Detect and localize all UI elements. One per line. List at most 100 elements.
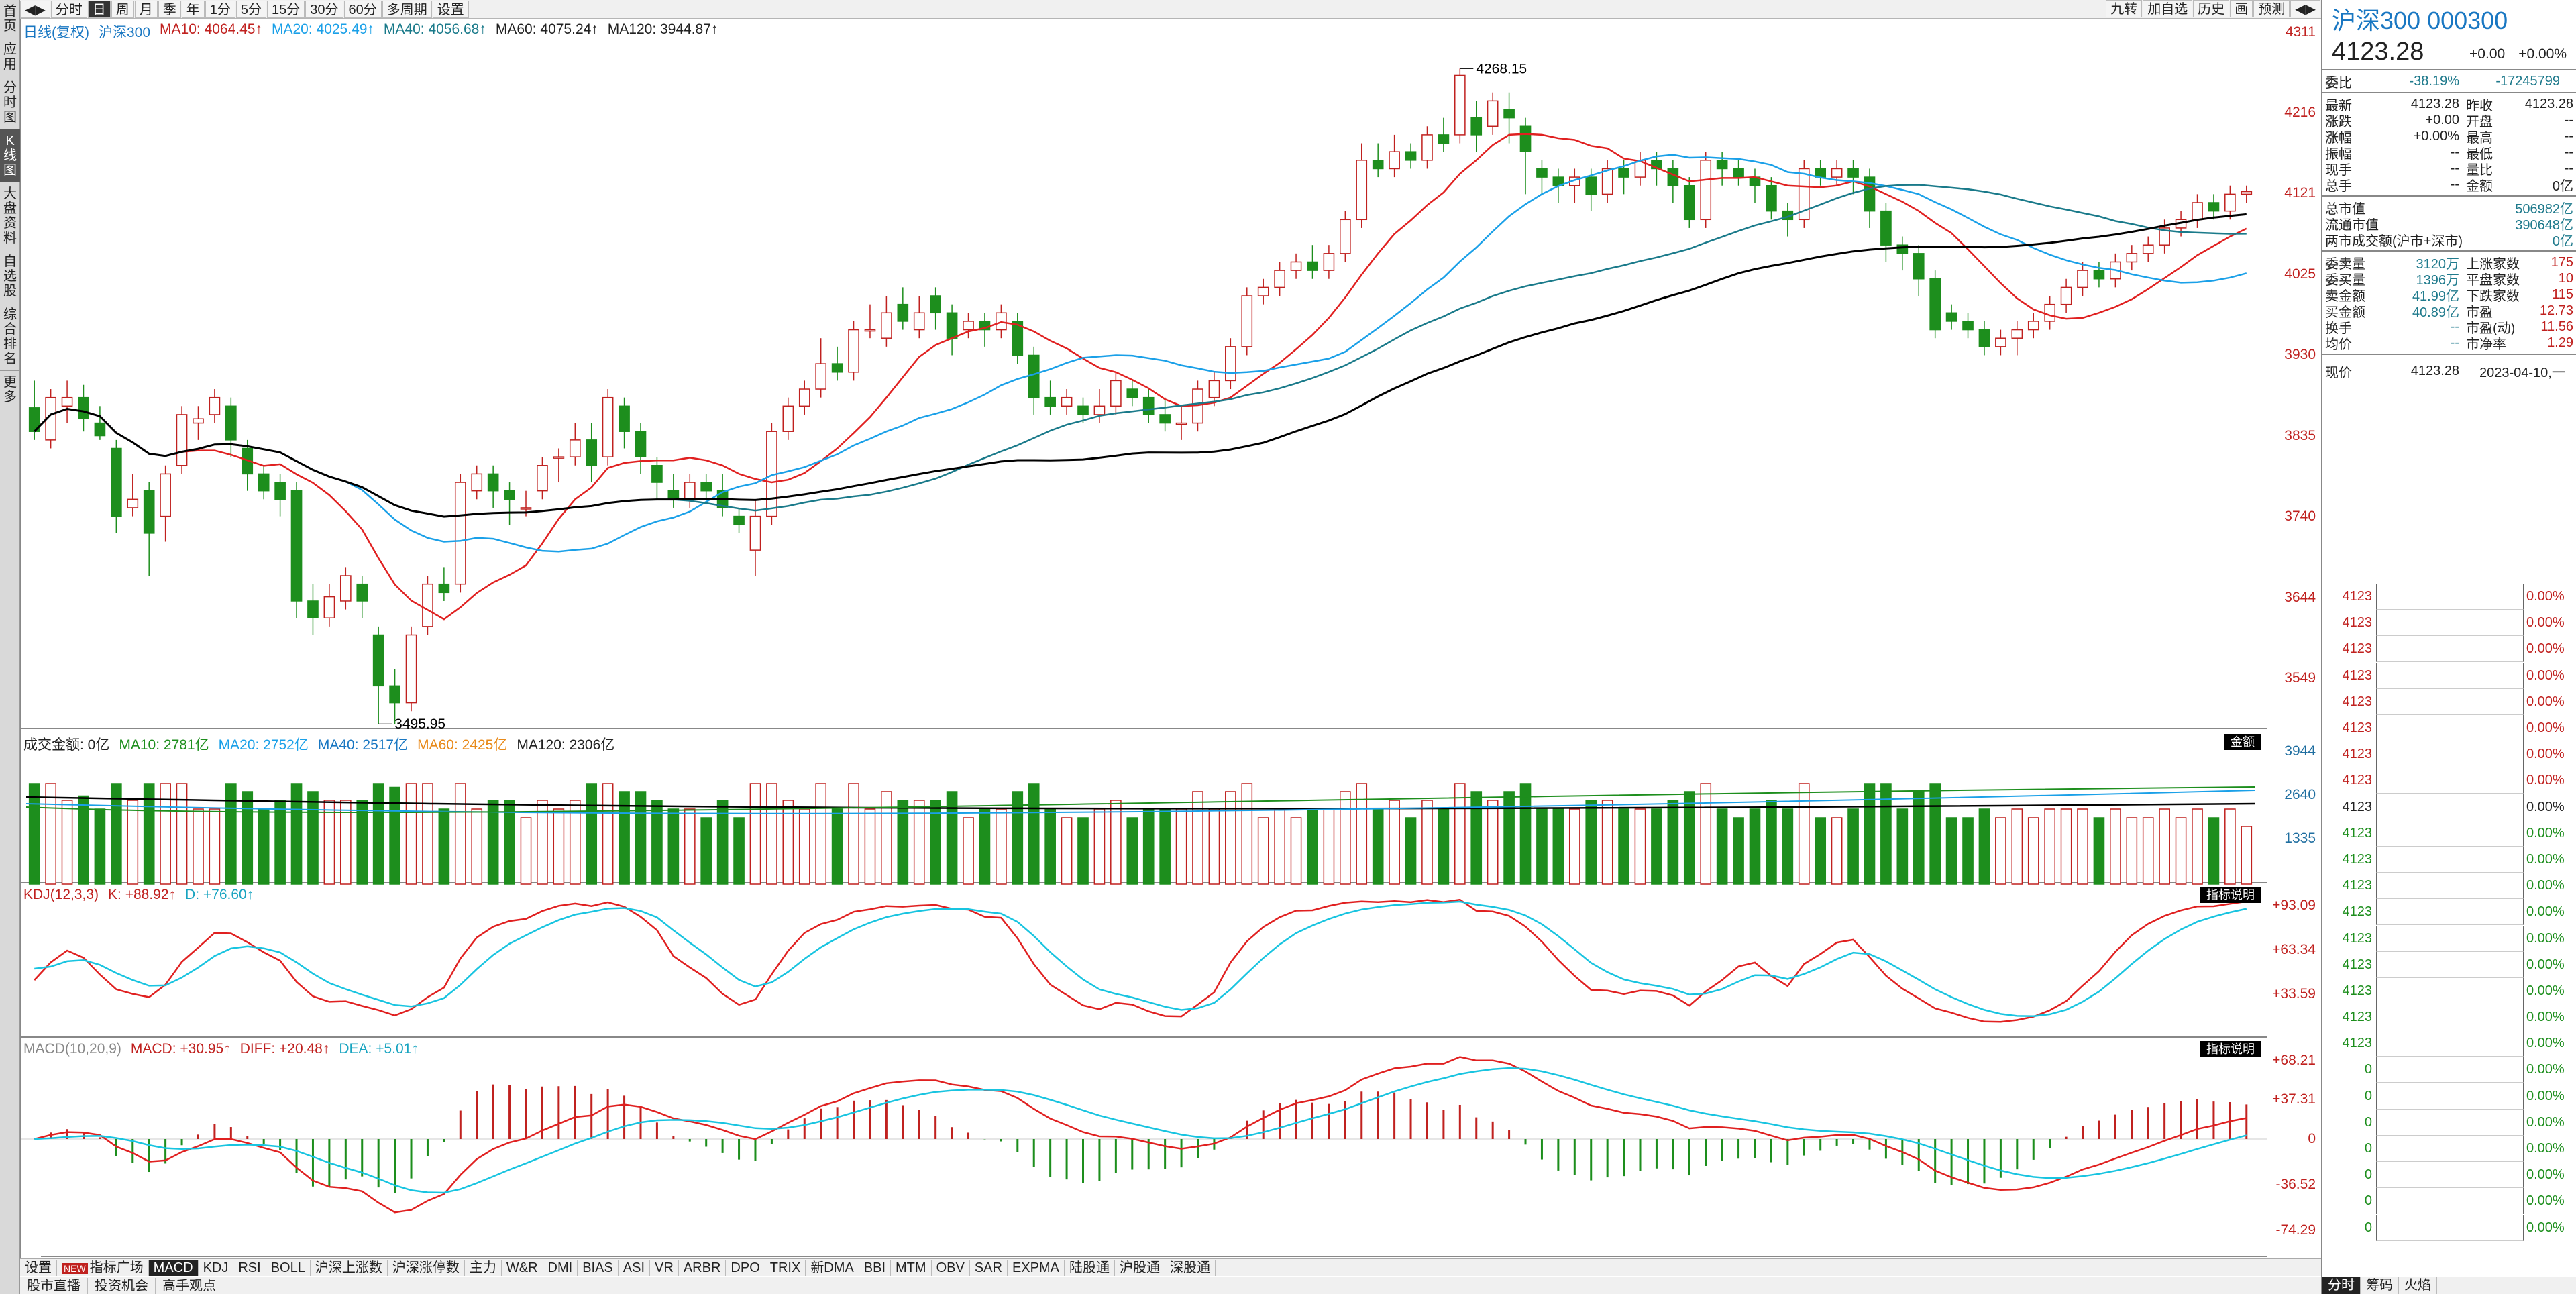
indicator-tab[interactable]: 沪深涨停数 — [388, 1259, 465, 1276]
order-row: 4123 0.00% — [2329, 925, 2571, 952]
order-row: 4123 0.00% — [2329, 662, 2571, 689]
indicator-tab[interactable]: VR — [650, 1259, 679, 1276]
indicator-tab[interactable]: MACD — [148, 1259, 199, 1276]
indicator-tab[interactable]: OBV — [932, 1259, 970, 1276]
btn-predict[interactable]: 预测 — [2253, 0, 2290, 17]
volume-bar — [1815, 817, 1827, 885]
indicator-tab[interactable]: TRIX — [765, 1259, 806, 1276]
sidebar-tab-apps[interactable]: 应用 — [0, 38, 20, 76]
indicator-tab[interactable]: SAR — [970, 1259, 1008, 1276]
indicator-tab[interactable]: KDJ — [199, 1259, 234, 1276]
sidebar-tab-more[interactable]: 更多 — [0, 371, 20, 409]
kdj-badge[interactable]: 指标说明 — [2200, 887, 2261, 903]
indicator-tab[interactable]: BOLL — [266, 1259, 311, 1276]
volume-bar — [2044, 808, 2055, 885]
tab-week[interactable]: 周 — [111, 0, 134, 18]
sidebar-tab-timeshare[interactable]: 分时图 — [0, 76, 20, 129]
vol-ma20: MA20: 2752亿 — [218, 737, 309, 753]
candle — [619, 405, 630, 432]
volume-bar — [897, 800, 909, 885]
volume-bar — [1012, 791, 1024, 885]
volume-bar — [2126, 817, 2138, 885]
indicator-tab[interactable]: 沪股通 — [1115, 1259, 1165, 1276]
indicator-tab-label: 陆股通 — [1069, 1260, 1110, 1275]
macd-badge[interactable]: 指标说明 — [2200, 1041, 2261, 1057]
indicator-tab[interactable]: RSI — [233, 1259, 266, 1276]
quote-value: +0.00% — [2413, 128, 2459, 144]
vol-ma40: MA40: 2517亿 — [317, 737, 409, 753]
tab-live[interactable]: 股市直播 — [20, 1277, 88, 1294]
candle — [1945, 312, 1957, 322]
tab-fenshi[interactable]: 分时 — [50, 0, 87, 18]
tab-day[interactable]: 日 — [87, 0, 111, 18]
tab-quarter[interactable]: 季 — [158, 0, 181, 18]
tab-1min[interactable]: 1分 — [205, 0, 235, 18]
indicator-tab[interactable]: 深股通 — [1165, 1259, 1216, 1276]
indicator-tab[interactable]: 主力 — [465, 1259, 502, 1276]
tab-opportunity[interactable]: 投资机会 — [88, 1277, 156, 1294]
vol-ma10-line — [25, 786, 2255, 814]
sidebar-tab-kline[interactable]: K线图 — [0, 129, 20, 182]
indicator-tab[interactable]: 陆股通 — [1065, 1259, 1115, 1276]
order-row: 4123 0.00% — [2329, 1004, 2571, 1031]
candle — [405, 634, 417, 704]
sidebar-tab-market-info[interactable]: 大盘资料 — [0, 182, 20, 250]
candle — [635, 431, 647, 457]
indicator-tab[interactable]: BIAS — [578, 1259, 619, 1276]
indicator-tab[interactable]: EXPMA — [1008, 1259, 1065, 1276]
order-price: 0 — [2364, 1114, 2372, 1130]
indicator-tab[interactable]: W&R — [502, 1259, 543, 1276]
indicator-tab[interactable]: MTM — [891, 1259, 932, 1276]
volume-bar — [1241, 783, 1253, 885]
nav-arrow-icon[interactable]: ◀▶ — [20, 0, 50, 18]
btn-draw[interactable]: 画 — [2230, 0, 2253, 17]
tab-fenshi-foot[interactable]: 分时 — [2322, 1277, 2361, 1294]
tab-multi-period[interactable]: 多周期 — [382, 0, 432, 18]
btn-add-watch[interactable]: 加自选 — [2143, 0, 2193, 17]
sidebar-tab-ranking[interactable]: 综合排名 — [0, 303, 20, 371]
order-bar — [2376, 610, 2524, 637]
order-pct: 0.00% — [2526, 851, 2565, 867]
tab-month[interactable]: 月 — [134, 0, 158, 18]
volume-bar — [209, 808, 221, 885]
sidebar-tab-watchlist[interactable]: 自选股 — [0, 250, 20, 303]
tab-year[interactable]: 年 — [181, 0, 205, 18]
candle — [2241, 191, 2253, 195]
tab-60min[interactable]: 60分 — [343, 0, 382, 18]
nav-arrows-right-icon[interactable]: ◀▶ — [2290, 0, 2320, 17]
order-price: 4123 — [2342, 825, 2373, 841]
indicator-tab[interactable]: 新DMA — [806, 1259, 859, 1276]
indicator-tab[interactable]: ARBR — [679, 1259, 727, 1276]
tab-settings[interactable]: 设置 — [432, 0, 469, 18]
tab-30min[interactable]: 30分 — [305, 0, 343, 18]
tab-chips[interactable]: 筹码 — [2361, 1277, 2399, 1294]
indicator-tab[interactable]: NEW 指标广场 — [57, 1259, 149, 1276]
candle — [1290, 261, 1302, 271]
kline-chart[interactable]: 4268.15 3495.95 — [21, 19, 2268, 1256]
order-price: 4123 — [2342, 983, 2373, 998]
candle — [1093, 405, 1106, 415]
indicator-tab[interactable]: BBI — [859, 1259, 892, 1276]
candle — [963, 321, 974, 331]
indicator-tab[interactable]: 设置 — [20, 1259, 57, 1276]
order-price: 4123 — [2342, 799, 2373, 814]
tab-flame[interactable]: 火焰 — [2399, 1277, 2437, 1294]
volume-bar — [1126, 817, 1138, 885]
order-bar — [2376, 951, 2524, 978]
candle — [569, 439, 581, 457]
quote-value-2: 1.29 — [2547, 335, 2573, 350]
indicator-tab[interactable]: DMI — [543, 1259, 578, 1276]
volume-bar — [2224, 808, 2236, 885]
tab-experts[interactable]: 高手观点 — [156, 1277, 223, 1294]
tab-5min[interactable]: 5分 — [235, 0, 267, 18]
chart-area[interactable]: 4268.15 3495.95 日线(复权) 沪深300 MA10: 4064.4… — [20, 19, 2288, 1274]
sidebar-tab-home[interactable]: 首页 — [0, 0, 20, 38]
macd-dea: DEA: +5.01↑ — [339, 1041, 419, 1057]
indicator-tab[interactable]: DPO — [726, 1259, 765, 1276]
indicator-tab[interactable]: ASI — [619, 1259, 651, 1276]
btn-jiuzhuan[interactable]: 九转 — [2106, 0, 2143, 17]
tab-15min[interactable]: 15分 — [267, 0, 305, 18]
vol-badge[interactable]: 金额 — [2224, 734, 2261, 750]
indicator-tab[interactable]: 沪深上涨数 — [311, 1259, 388, 1276]
btn-history[interactable]: 历史 — [2193, 0, 2230, 17]
